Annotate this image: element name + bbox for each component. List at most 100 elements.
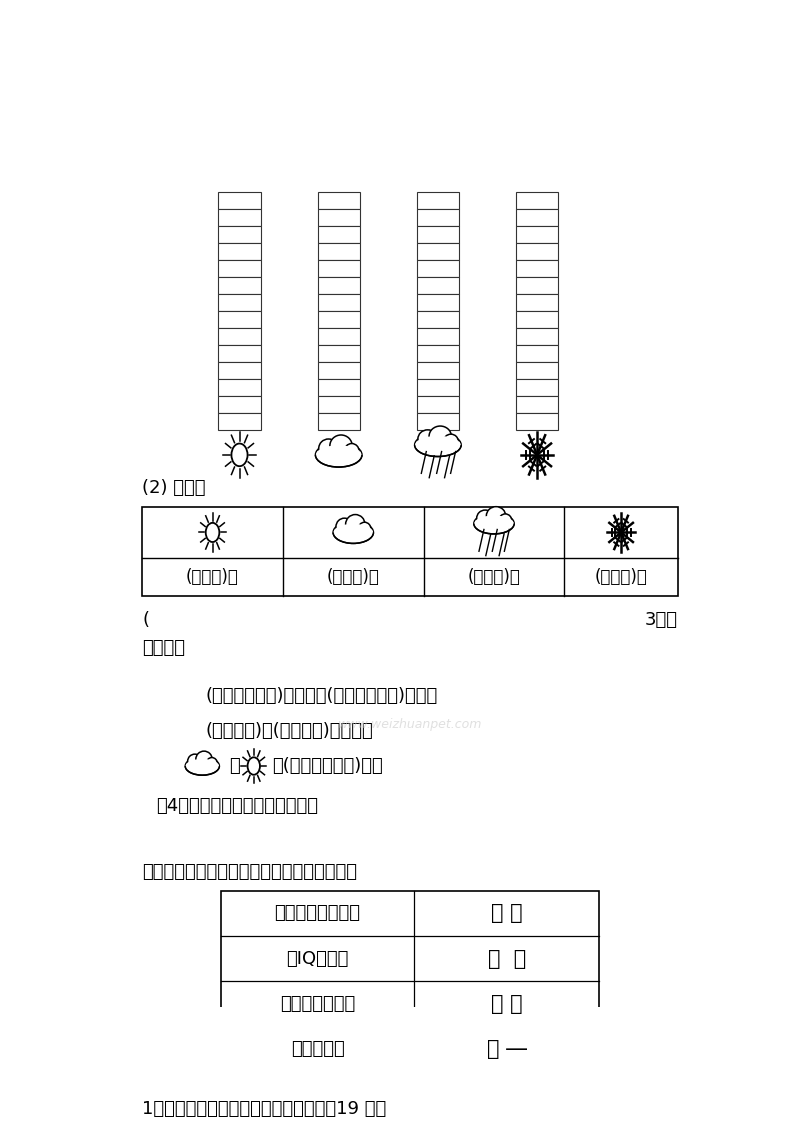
Bar bbox=[417, 311, 459, 328]
Ellipse shape bbox=[358, 522, 371, 537]
Ellipse shape bbox=[333, 522, 374, 543]
Ellipse shape bbox=[316, 445, 362, 464]
Ellipse shape bbox=[346, 515, 365, 534]
Ellipse shape bbox=[474, 513, 514, 534]
Ellipse shape bbox=[336, 518, 353, 535]
Text: 《IQ博士》: 《IQ博士》 bbox=[286, 950, 349, 968]
Ellipse shape bbox=[318, 439, 338, 458]
Bar bbox=[218, 192, 261, 209]
Bar bbox=[218, 277, 261, 294]
Ellipse shape bbox=[474, 515, 514, 532]
Ellipse shape bbox=[486, 507, 506, 525]
Bar bbox=[417, 328, 459, 345]
Bar bbox=[318, 192, 360, 209]
Bar bbox=[142, 507, 678, 597]
Bar bbox=[318, 311, 360, 328]
Bar bbox=[417, 345, 459, 362]
Text: 正 丏: 正 丏 bbox=[491, 994, 522, 1014]
Ellipse shape bbox=[315, 443, 362, 468]
Text: 六下面是同学们喜欢的课外书的调查统计表。: 六下面是同学们喜欢的课外书的调查统计表。 bbox=[142, 863, 357, 881]
Bar bbox=[516, 277, 558, 294]
Bar bbox=[318, 362, 360, 379]
Ellipse shape bbox=[415, 436, 461, 454]
Bar bbox=[417, 209, 459, 226]
Bar bbox=[218, 396, 261, 413]
Text: 正  正: 正 正 bbox=[487, 949, 526, 969]
Bar bbox=[318, 294, 360, 311]
Text: (　　　)天: ( )天 bbox=[186, 568, 239, 586]
Bar bbox=[516, 413, 558, 430]
Bar bbox=[417, 413, 459, 430]
Bar bbox=[516, 260, 558, 277]
Ellipse shape bbox=[344, 444, 359, 460]
Bar bbox=[318, 209, 360, 226]
Bar bbox=[218, 345, 261, 362]
Bar bbox=[318, 277, 360, 294]
Bar bbox=[516, 328, 558, 345]
Ellipse shape bbox=[414, 434, 461, 456]
Ellipse shape bbox=[418, 430, 438, 448]
Ellipse shape bbox=[443, 435, 458, 449]
Bar bbox=[516, 209, 558, 226]
Bar bbox=[417, 362, 459, 379]
Text: 《少儿百科全书》: 《少儿百科全书》 bbox=[274, 904, 361, 923]
Bar bbox=[318, 328, 360, 345]
Bar bbox=[417, 260, 459, 277]
Bar bbox=[218, 243, 261, 260]
Bar bbox=[516, 311, 558, 328]
Bar bbox=[417, 277, 459, 294]
Bar bbox=[516, 362, 558, 379]
Text: 1、根据上表情况，数一数，涂一涂。（19 分）: 1、根据上表情况，数一数，涂一涂。（19 分） bbox=[142, 1099, 386, 1117]
Ellipse shape bbox=[186, 757, 219, 775]
Text: www.weizhuanpet.com: www.weizhuanpet.com bbox=[338, 718, 482, 730]
Bar bbox=[318, 345, 360, 362]
Bar bbox=[218, 311, 261, 328]
Bar bbox=[516, 345, 558, 362]
Ellipse shape bbox=[206, 757, 218, 770]
Bar bbox=[318, 413, 360, 430]
Text: 答问题。: 答问题。 bbox=[142, 640, 185, 658]
Bar bbox=[417, 379, 459, 396]
Text: (: ( bbox=[142, 611, 149, 629]
Text: (　　　)天: ( )天 bbox=[327, 568, 380, 586]
Bar bbox=[516, 226, 558, 243]
Bar bbox=[218, 226, 261, 243]
Bar bbox=[417, 396, 459, 413]
Ellipse shape bbox=[477, 511, 494, 526]
Bar bbox=[417, 294, 459, 311]
Bar bbox=[516, 294, 558, 311]
Text: 《奥特曼》: 《奥特曼》 bbox=[290, 1040, 345, 1058]
Text: 正 下: 正 下 bbox=[491, 903, 522, 924]
Text: 正 ―: 正 ― bbox=[486, 1039, 526, 1060]
Ellipse shape bbox=[429, 426, 451, 447]
Text: （4）你还能提出哪些数学问题？: （4）你还能提出哪些数学问题？ bbox=[156, 797, 318, 815]
Bar bbox=[516, 396, 558, 413]
Bar bbox=[218, 260, 261, 277]
Ellipse shape bbox=[196, 752, 212, 767]
Text: 比: 比 bbox=[229, 757, 240, 775]
Bar bbox=[218, 328, 261, 345]
Bar bbox=[221, 891, 599, 1072]
Ellipse shape bbox=[334, 524, 373, 541]
Bar bbox=[516, 379, 558, 396]
Ellipse shape bbox=[188, 754, 202, 769]
Bar bbox=[218, 294, 261, 311]
Text: 多(　　　　　　)天。: 多( )天。 bbox=[272, 757, 383, 775]
Bar bbox=[318, 396, 360, 413]
Bar bbox=[218, 362, 261, 379]
Text: (　　　)天: ( )天 bbox=[594, 568, 647, 586]
Text: (　　　)天: ( )天 bbox=[467, 568, 521, 586]
Text: 《宠物小精灵》: 《宠物小精灵》 bbox=[280, 995, 355, 1013]
Ellipse shape bbox=[186, 758, 219, 773]
Bar bbox=[516, 192, 558, 209]
Bar bbox=[318, 379, 360, 396]
Bar bbox=[218, 413, 261, 430]
Bar bbox=[417, 243, 459, 260]
Bar bbox=[218, 379, 261, 396]
Ellipse shape bbox=[499, 514, 512, 528]
Text: (　　　　)和(　　　　)一样多。: ( )和( )一样多。 bbox=[206, 722, 373, 740]
Bar bbox=[516, 243, 558, 260]
Bar bbox=[318, 226, 360, 243]
Ellipse shape bbox=[330, 435, 352, 456]
Bar bbox=[417, 192, 459, 209]
